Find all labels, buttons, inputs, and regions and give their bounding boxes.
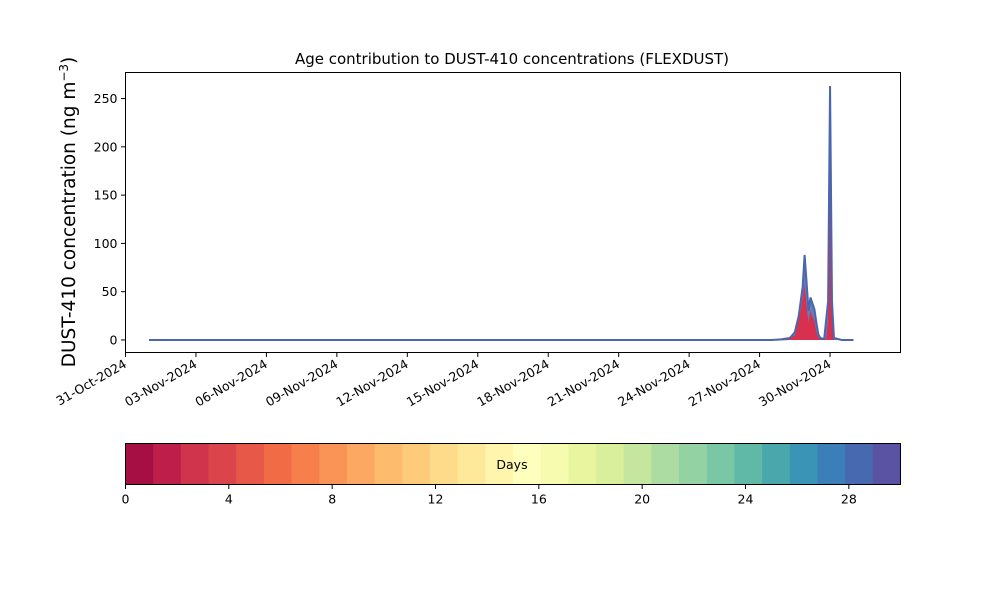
y-tick-label: 250 [94,91,118,106]
x-tick-label: 27-Nov-2024 [686,356,764,409]
colorbar-tick-label: 20 [634,492,650,507]
x-tick-label: 06-Nov-2024 [192,356,270,409]
x-tick-label: 15-Nov-2024 [404,356,482,409]
plot-frame [125,72,901,353]
colorbar-segment [845,443,874,485]
colorbar-segment [319,443,348,485]
colorbar-segment [623,443,652,485]
x-axis: 31-Oct-202403-Nov-202406-Nov-202409-Nov-… [53,352,834,410]
colorbar-segment [429,443,459,485]
colorbar-tick-label: 8 [328,492,336,507]
colorbar-segment [457,443,486,485]
colorbar-segment [817,443,846,485]
colorbar-segment [236,443,265,485]
x-tick-label: 03-Nov-2024 [122,356,200,409]
colorbar-tick-label: 12 [428,492,444,507]
colorbar-segment [125,443,154,485]
colorbar-tick-label: 16 [531,492,547,507]
series-total-area [148,86,854,340]
y-axis-label-sup: −3 [57,64,71,82]
x-tick-label: 18-Nov-2024 [474,356,552,409]
plot-area [148,86,854,341]
colorbar-segment [706,443,735,485]
colorbar-segment [180,443,210,485]
series-young-area [148,185,854,340]
colorbar [125,443,901,485]
series-total-line [148,86,854,341]
y-tick-label: 200 [94,139,118,154]
colorbar-tick-label: 24 [738,492,754,507]
x-tick-label: 09-Nov-2024 [263,356,341,409]
colorbar-segment [485,443,514,485]
colorbar-segment [872,443,901,485]
colorbar-segment [651,443,680,485]
y-tick-label: 150 [94,188,118,203]
x-tick-label: 12-Nov-2024 [333,356,411,409]
colorbar-segment [734,443,763,485]
y-tick-label: 100 [94,236,118,251]
y-axis-label-main: DUST-410 concentration (ng m [59,82,80,368]
colorbar-tick-label: 0 [122,492,130,507]
colorbar-segment [789,443,818,485]
colorbar-segment [596,443,625,485]
y-axis: 0 50 100 150 200 250 [94,91,126,347]
chart-title: Age contribution to DUST-410 concentrati… [295,50,729,68]
colorbar-segment [208,443,237,485]
colorbar-segment [513,443,542,485]
colorbar-segment [762,443,791,485]
colorbar-axis: 0 4 8 12 16 20 24 28 [122,484,857,507]
colorbar-segment [540,443,569,485]
x-tick-label: 24-Nov-2024 [615,356,693,409]
colorbar-segment [374,443,403,485]
x-tick-label: 30-Nov-2024 [756,356,834,409]
colorbar-segment [346,443,376,485]
colorbar-segment [291,443,320,485]
colorbar-frame [125,443,901,485]
y-tick-label: 50 [102,284,118,299]
x-tick-label: 21-Nov-2024 [545,356,623,409]
colorbar-label: Days [496,457,527,472]
y-axis-label-close: ) [59,57,80,64]
colorbar-segment [679,443,708,485]
colorbar-segment [568,443,597,485]
y-axis-label: DUST-410 concentration (ng m−3) [57,57,80,368]
colorbar-segment [402,443,431,485]
colorbar-tick-label: 4 [225,492,233,507]
y-tick-label: 0 [110,332,118,347]
colorbar-segment [153,443,182,485]
colorbar-segment [263,443,293,485]
colorbar-tick-label: 28 [841,492,857,507]
